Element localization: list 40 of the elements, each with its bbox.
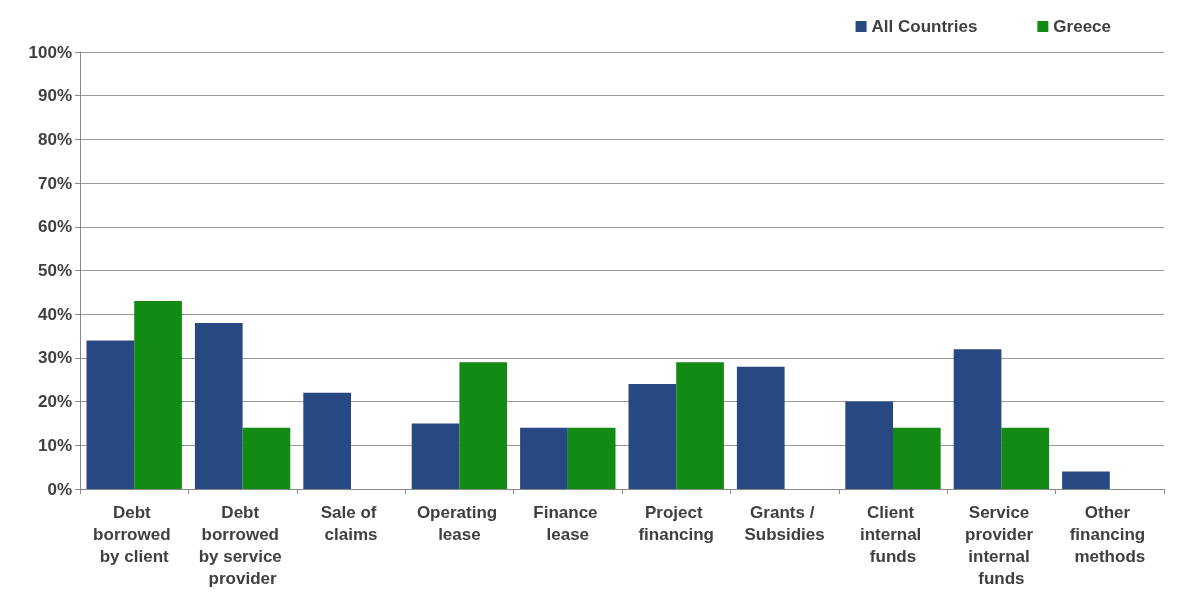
x-tick-label: Service provider internal funds: [965, 502, 1038, 588]
bar: [953, 349, 1002, 489]
bar: [676, 362, 724, 489]
x-tick-label: Grants / Subsidies: [744, 502, 825, 544]
x-tick-label: Project financing: [638, 502, 714, 544]
bar: [242, 427, 291, 489]
bar: [459, 362, 508, 489]
y-tick-label: 70%: [37, 173, 72, 193]
y-tick-label: 20%: [37, 392, 72, 412]
y-tick-label: 60%: [37, 217, 72, 237]
bar: [134, 301, 182, 489]
y-tick-label: 40%: [37, 304, 72, 324]
bar: [736, 366, 785, 489]
bar: [303, 392, 351, 489]
bar: [86, 340, 135, 489]
y-tick-label: 100%: [28, 42, 72, 62]
y-tick-label: 0%: [47, 479, 72, 499]
y-tick-label: 10%: [37, 435, 72, 455]
x-tick-label: Debt borrowed by service provider: [198, 502, 287, 588]
x-tick-label: Operating lease: [416, 502, 502, 544]
bar: [411, 423, 460, 489]
bar: [1062, 471, 1110, 489]
legend-label: All Countries: [871, 17, 978, 36]
y-tick-label: 30%: [37, 348, 72, 368]
y-tick-label: 50%: [37, 261, 72, 280]
bar: [893, 427, 941, 489]
x-tick-label: Other financing methods: [1069, 502, 1150, 566]
x-tick-label: Sale of claims: [320, 502, 382, 544]
y-tick-label: 80%: [37, 129, 72, 149]
bar: [628, 384, 677, 489]
x-tick-label: Client internal funds: [859, 502, 927, 566]
x-tick-label: Finance lease: [533, 502, 603, 544]
bar: [845, 401, 893, 489]
bar: [1001, 427, 1050, 489]
legend-label: Greece: [1053, 17, 1112, 36]
y-tick-label: 90%: [37, 86, 72, 106]
bar: [520, 427, 568, 489]
bar: [194, 322, 243, 489]
bar: [567, 427, 616, 489]
x-tick-label: Debt borrowed by client: [93, 502, 176, 566]
